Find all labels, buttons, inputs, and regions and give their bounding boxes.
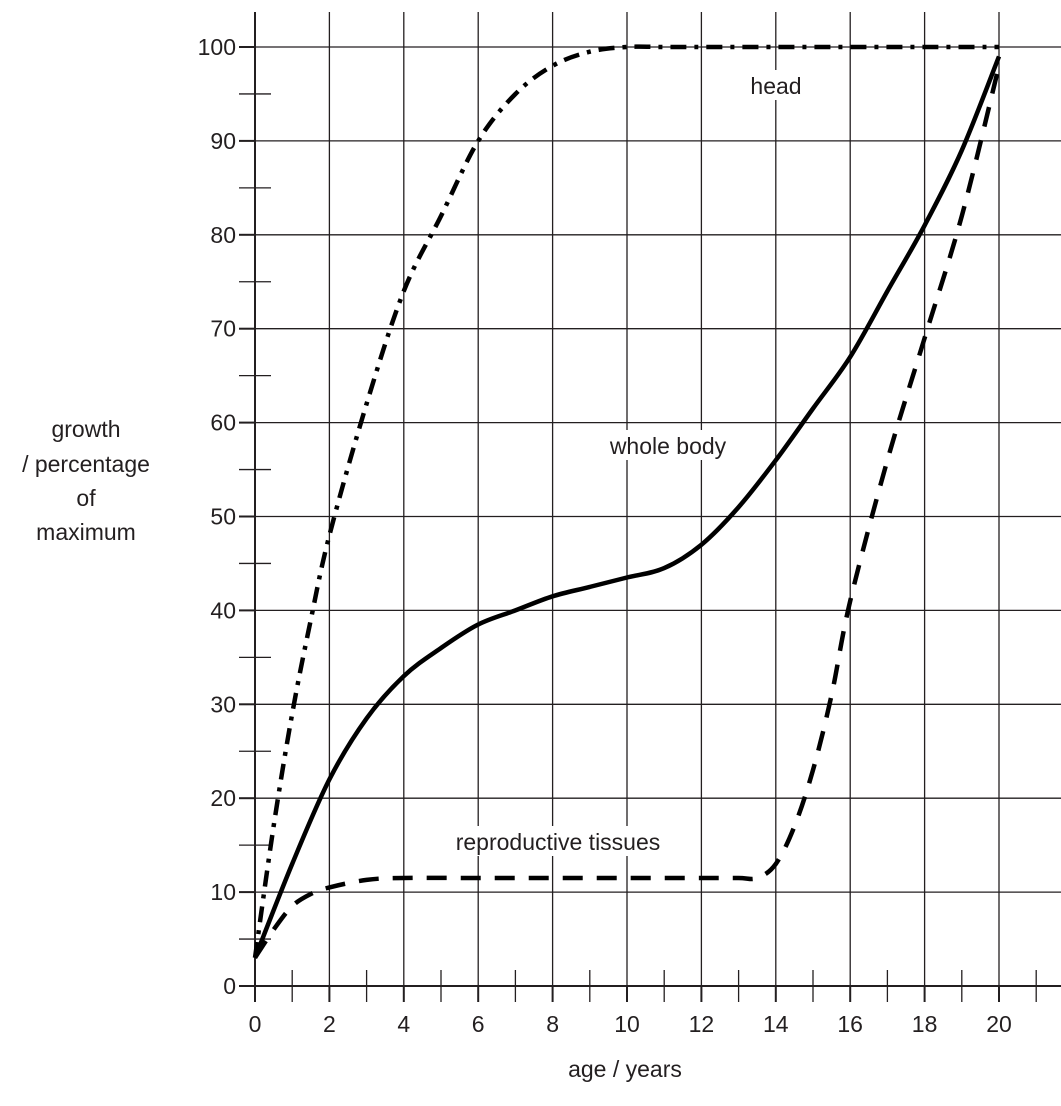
y-tick-label-90: 90 <box>210 128 236 154</box>
x-tick-label-14: 14 <box>763 1011 789 1037</box>
y-axis-title-line-1: growth <box>51 416 120 442</box>
y-tick-labels: 0 10 20 30 40 50 60 70 80 90 100 <box>198 34 236 999</box>
annotation-reproductive-tissues: reproductive tissues <box>456 829 661 855</box>
x-tick-label-16: 16 <box>837 1011 863 1037</box>
x-tick-label-4: 4 <box>397 1011 410 1037</box>
y-axis-title-line-3: of <box>76 485 96 511</box>
whole-body-label-bg <box>588 430 750 460</box>
y-tick-label-40: 40 <box>210 597 236 623</box>
y-tick-label-100: 100 <box>198 34 236 60</box>
x-tick-label-10: 10 <box>614 1011 640 1037</box>
series-annotations: head whole body reproductive tissues <box>425 70 819 856</box>
axes <box>239 12 1061 1002</box>
y-axis-title-line-2: / percentage <box>22 451 150 477</box>
x-tick-label-6: 6 <box>472 1011 485 1037</box>
reproductive-label-bg <box>425 826 693 856</box>
series-line-whole-body <box>252 55 1002 959</box>
y-tick-label-10: 10 <box>210 879 236 905</box>
x-tick-label-18: 18 <box>912 1011 938 1037</box>
y-tick-label-30: 30 <box>210 691 236 717</box>
x-tick-label-20: 20 <box>986 1011 1012 1037</box>
series-lines <box>252 44 1002 960</box>
annotation-whole-body: whole body <box>609 433 727 459</box>
y-tick-label-70: 70 <box>210 316 236 342</box>
x-tick-labels: 0 2 4 6 8 10 12 14 16 18 20 <box>249 1011 1012 1037</box>
x-tick-label-8: 8 <box>546 1011 559 1037</box>
x-tick-label-12: 12 <box>689 1011 715 1037</box>
y-tick-label-50: 50 <box>210 504 236 530</box>
x-tick-label-0: 0 <box>249 1011 262 1037</box>
grid <box>255 12 1061 986</box>
y-axis-title-line-4: maximum <box>36 519 136 545</box>
series-line-reproductive-tissues <box>253 65 1002 960</box>
series-line-head <box>252 44 999 959</box>
y-tick-label-0: 0 <box>223 973 236 999</box>
y-tick-label-20: 20 <box>210 785 236 811</box>
y-tick-label-60: 60 <box>210 410 236 436</box>
head-label-bg <box>733 70 819 100</box>
x-axis-title: age / years <box>568 1056 682 1082</box>
minor-ticks <box>239 93 1037 1002</box>
y-tick-label-80: 80 <box>210 222 236 248</box>
x-tick-label-2: 2 <box>323 1011 336 1037</box>
annotation-head: head <box>750 73 801 99</box>
axis-titles: age / years growth / percentage of maxim… <box>22 416 682 1082</box>
